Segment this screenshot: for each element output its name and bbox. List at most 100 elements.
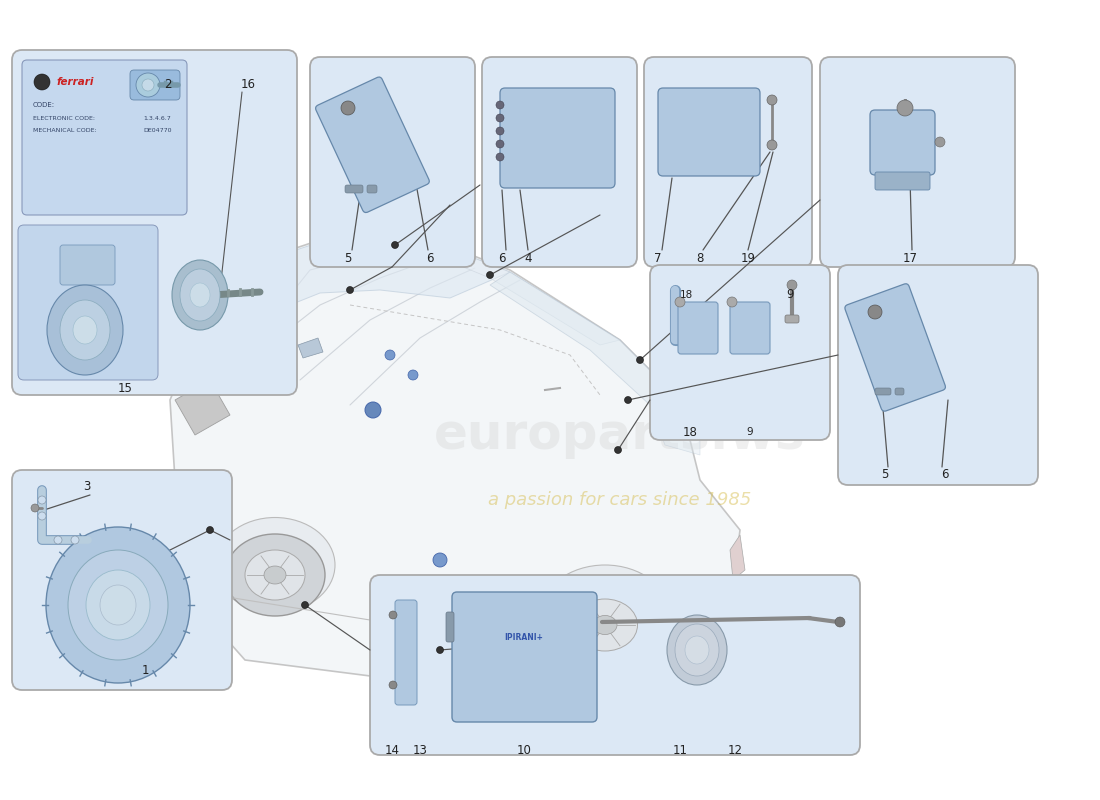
Circle shape — [341, 101, 355, 115]
Circle shape — [935, 137, 945, 147]
Circle shape — [39, 512, 46, 520]
FancyBboxPatch shape — [500, 88, 615, 188]
Text: 12: 12 — [727, 743, 742, 757]
Circle shape — [136, 73, 160, 97]
Text: 6: 6 — [942, 469, 948, 482]
FancyBboxPatch shape — [395, 600, 417, 705]
Circle shape — [496, 101, 504, 109]
Circle shape — [385, 350, 395, 360]
FancyBboxPatch shape — [838, 265, 1038, 485]
Text: 9: 9 — [786, 289, 794, 302]
FancyBboxPatch shape — [22, 60, 187, 215]
Text: 18: 18 — [680, 290, 693, 300]
FancyBboxPatch shape — [446, 612, 454, 642]
Circle shape — [392, 242, 398, 249]
Ellipse shape — [245, 550, 305, 600]
Text: CODE:: CODE: — [33, 102, 55, 108]
FancyBboxPatch shape — [482, 57, 637, 267]
Text: 2: 2 — [164, 78, 172, 91]
Polygon shape — [195, 345, 238, 380]
Polygon shape — [170, 230, 740, 690]
FancyBboxPatch shape — [18, 225, 158, 380]
Text: 4: 4 — [525, 251, 531, 265]
FancyBboxPatch shape — [452, 592, 597, 722]
Text: 1: 1 — [141, 663, 149, 677]
Circle shape — [389, 611, 397, 619]
FancyBboxPatch shape — [730, 302, 770, 354]
Polygon shape — [175, 380, 230, 435]
FancyBboxPatch shape — [820, 57, 1015, 267]
FancyBboxPatch shape — [870, 110, 935, 175]
Circle shape — [142, 79, 154, 91]
Ellipse shape — [675, 624, 719, 676]
Circle shape — [727, 297, 737, 307]
Text: 3: 3 — [84, 481, 90, 494]
Ellipse shape — [73, 316, 97, 344]
Text: 11: 11 — [672, 743, 688, 757]
Text: 8: 8 — [696, 251, 704, 265]
Text: 18: 18 — [683, 426, 697, 438]
Circle shape — [868, 305, 882, 319]
FancyBboxPatch shape — [678, 302, 718, 354]
FancyBboxPatch shape — [644, 57, 812, 267]
Text: europarts.ws: europarts.ws — [434, 411, 806, 459]
Polygon shape — [650, 400, 700, 455]
Text: 7: 7 — [654, 251, 662, 265]
Circle shape — [72, 536, 79, 544]
Circle shape — [34, 74, 50, 90]
Ellipse shape — [100, 585, 136, 625]
Circle shape — [31, 504, 38, 512]
Text: 9: 9 — [747, 427, 754, 437]
Text: ferrari: ferrari — [56, 77, 94, 87]
Text: DE04770: DE04770 — [143, 127, 172, 133]
Circle shape — [496, 140, 504, 148]
Text: 5: 5 — [881, 469, 889, 482]
Ellipse shape — [172, 260, 228, 330]
FancyBboxPatch shape — [895, 388, 904, 395]
Circle shape — [39, 496, 46, 504]
Ellipse shape — [226, 534, 324, 616]
Polygon shape — [348, 232, 620, 345]
Text: 19: 19 — [740, 251, 756, 265]
Polygon shape — [730, 535, 745, 580]
Circle shape — [625, 397, 631, 403]
Text: 1.3.4.6.7: 1.3.4.6.7 — [143, 115, 170, 121]
FancyBboxPatch shape — [130, 70, 180, 100]
Text: 16: 16 — [241, 78, 255, 91]
FancyBboxPatch shape — [316, 77, 429, 213]
FancyBboxPatch shape — [658, 88, 760, 176]
Circle shape — [346, 286, 353, 294]
FancyBboxPatch shape — [367, 185, 377, 193]
FancyBboxPatch shape — [12, 50, 297, 395]
Circle shape — [615, 446, 622, 454]
Text: 14: 14 — [385, 743, 399, 757]
Polygon shape — [298, 338, 323, 358]
Ellipse shape — [214, 518, 336, 613]
Ellipse shape — [685, 636, 710, 664]
Circle shape — [437, 646, 443, 654]
Text: 6: 6 — [427, 251, 433, 265]
Circle shape — [896, 100, 913, 116]
Text: a passion for cars since 1985: a passion for cars since 1985 — [488, 491, 751, 509]
Text: 5: 5 — [344, 251, 352, 265]
FancyBboxPatch shape — [845, 284, 945, 411]
Circle shape — [486, 271, 494, 278]
Circle shape — [496, 127, 504, 135]
Circle shape — [767, 140, 777, 150]
Ellipse shape — [190, 283, 210, 307]
Ellipse shape — [572, 599, 638, 651]
Circle shape — [54, 536, 62, 544]
FancyBboxPatch shape — [650, 265, 830, 440]
FancyBboxPatch shape — [12, 470, 232, 690]
Text: 10: 10 — [517, 743, 531, 757]
Circle shape — [675, 297, 685, 307]
Ellipse shape — [667, 615, 727, 685]
Circle shape — [637, 357, 644, 363]
Text: ELECTRONIC CODE:: ELECTRONIC CODE: — [33, 115, 95, 121]
Text: IPIRANI+: IPIRANI+ — [505, 634, 543, 642]
Circle shape — [496, 114, 504, 122]
Text: 15: 15 — [118, 382, 132, 394]
Text: 17: 17 — [902, 251, 917, 265]
Circle shape — [408, 370, 418, 380]
Ellipse shape — [47, 285, 123, 375]
